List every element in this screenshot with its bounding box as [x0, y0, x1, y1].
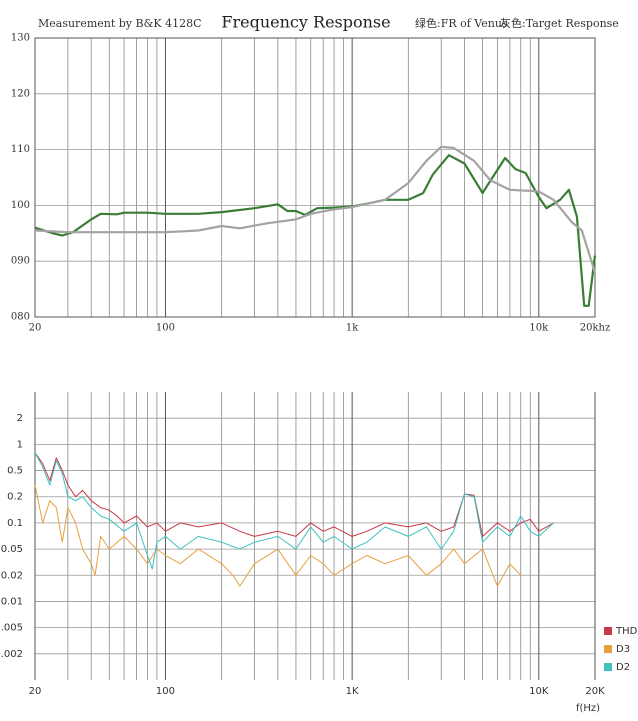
x-tick-label: 10k: [529, 323, 549, 334]
x-tick-label: 20K: [585, 686, 605, 697]
x-tick-label: 100: [156, 686, 175, 697]
series-line: [34, 452, 554, 537]
y-tick-label: 0.01: [1, 596, 23, 607]
x-axis-label: f(Hz): [576, 703, 600, 714]
y-tick-label: 0.002: [0, 649, 23, 660]
x-tick-label: 20: [29, 323, 42, 334]
x-tick-label: 1K: [346, 686, 359, 697]
y-tick-label: 1: [17, 439, 23, 450]
legend-label: THD: [615, 626, 638, 637]
x-tick-label: 1k: [346, 323, 359, 334]
y-tick-label: 120: [11, 88, 30, 99]
y-tick-label: 130: [11, 33, 30, 44]
chart-title: Frequency Response: [221, 13, 390, 32]
y-tick-label: 090: [11, 256, 30, 267]
y-tick-label: 110: [11, 144, 30, 155]
y-tick-label: 0.5: [7, 466, 23, 477]
x-tick-label: 100: [156, 323, 175, 334]
plot-frame: [34, 37, 596, 318]
legend-label: 灰色:Target Response: [500, 16, 619, 30]
y-tick-label: 0.1: [7, 518, 23, 529]
x-tick-label: 20: [29, 686, 42, 697]
legend-label: 绿色:FR of Venus: [415, 16, 508, 30]
y-tick-label: 0.005: [0, 623, 23, 634]
chart-subtitle: Measurement by B&K 4128C: [38, 17, 202, 30]
y-tick-label: 100: [11, 200, 30, 211]
legend-label: D2: [616, 662, 630, 673]
y-tick-label: 0.2: [7, 492, 23, 503]
x-tick-label: 20khz: [580, 323, 611, 334]
x-tick-label: 10K: [529, 686, 549, 697]
y-tick-label: 080: [11, 312, 30, 323]
series-line: [34, 154, 597, 307]
series-line: [34, 452, 554, 570]
legend-label: D3: [616, 644, 630, 655]
y-tick-label: 0.02: [1, 570, 23, 581]
legend-swatch: [604, 627, 612, 635]
y-tick-label: 0.05: [1, 544, 23, 555]
legend-swatch: [604, 645, 612, 653]
legend-swatch: [604, 663, 612, 671]
y-tick-label: 2: [17, 413, 23, 424]
series-line: [34, 485, 522, 587]
series-line: [34, 145, 597, 273]
